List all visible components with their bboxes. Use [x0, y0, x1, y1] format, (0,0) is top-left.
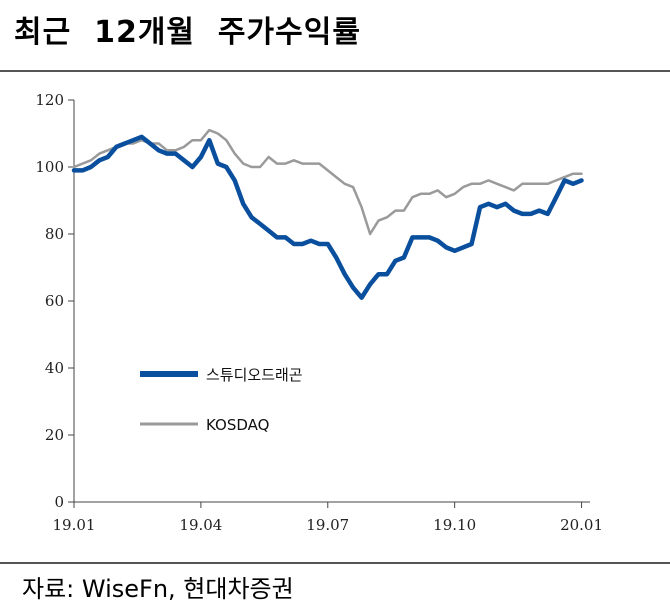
y-tick-label: 80: [45, 225, 64, 243]
y-tick-label: 60: [45, 292, 64, 310]
series-layer: [71, 128, 584, 300]
y-tick-label: 0: [54, 493, 64, 511]
source-divider: [0, 562, 670, 564]
series-line-kosdaq: [72, 128, 583, 236]
legend-kosdaq-label: KOSDAQ: [206, 416, 269, 434]
source-note: 자료: WiseFn, 현대차증권: [22, 575, 294, 603]
x-tick-label: 19.10: [433, 516, 476, 534]
chart-legend: 스튜디오드래곤 KOSDAQ: [140, 366, 303, 434]
y-tick-label: 20: [45, 426, 64, 444]
y-tick-label: 40: [45, 359, 64, 377]
x-tick-label: 20.01: [560, 516, 603, 534]
y-tick-label: 120: [35, 91, 64, 109]
series-line-studio-dragon: [71, 134, 584, 300]
x-tick-label: 19.07: [306, 516, 349, 534]
stock-return-chart: 0 20 40 60 80 100 120 19.01 19.04 19.07 19.10 20.01…: [35, 91, 603, 534]
legend-studio-dragon-label: 스튜디오드래곤: [206, 366, 303, 384]
y-tick-label: 100: [35, 158, 64, 176]
chart-axes: 0 20 40 60 80 100 120 19.01 19.04 19.07 19.10 20.01: [35, 91, 603, 534]
x-tick-label: 19.01: [53, 516, 96, 534]
page-title: 최근 12개월 주가수익률: [14, 15, 361, 50]
x-tick-label: 19.04: [179, 516, 222, 534]
title-divider: [0, 70, 670, 72]
